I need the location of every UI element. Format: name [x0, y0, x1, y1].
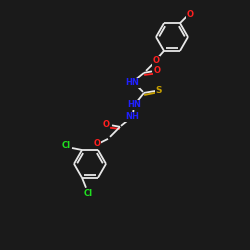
Text: O: O: [102, 120, 110, 129]
Text: S: S: [156, 86, 162, 95]
Text: NH: NH: [125, 112, 139, 121]
Text: O: O: [154, 66, 160, 75]
Text: Cl: Cl: [84, 189, 92, 198]
Text: Cl: Cl: [62, 140, 70, 149]
Text: O: O: [186, 10, 194, 19]
Text: HN: HN: [127, 100, 141, 109]
Text: O: O: [94, 139, 100, 148]
Text: O: O: [152, 56, 160, 65]
Text: HN: HN: [125, 78, 139, 87]
